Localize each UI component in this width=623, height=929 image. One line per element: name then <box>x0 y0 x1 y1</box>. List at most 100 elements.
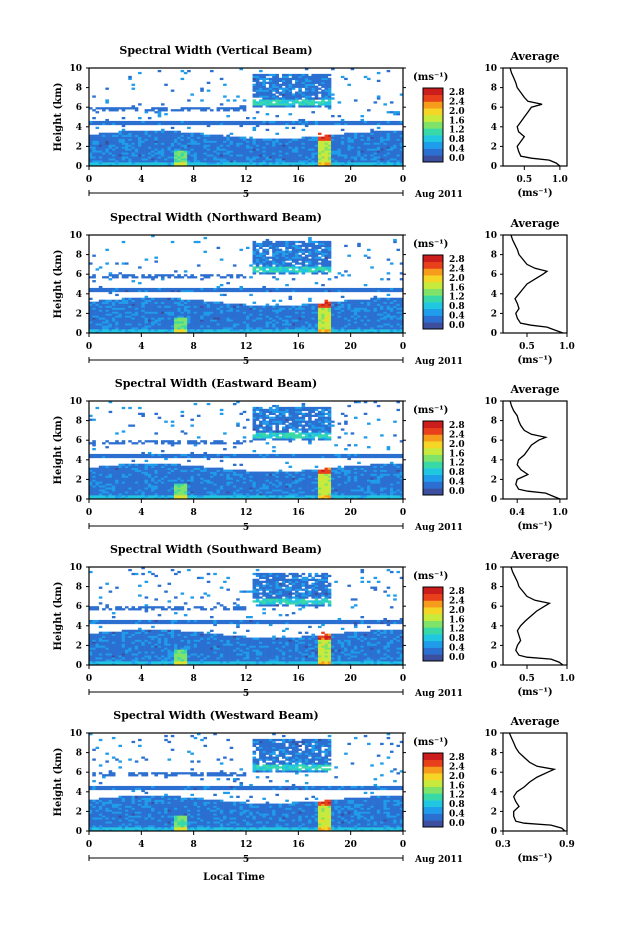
heatmap-cell <box>92 307 96 310</box>
heatmap-cell <box>291 126 296 130</box>
heatmap-cell <box>115 152 119 155</box>
heatmap-cell <box>373 303 378 306</box>
heatmap-cell <box>187 164 191 167</box>
heatmap-cell <box>242 329 247 332</box>
heatmap-cell <box>360 495 365 498</box>
heatmap-cell <box>259 309 263 312</box>
heatmap-cell <box>393 497 397 500</box>
heatmap-cell <box>285 122 289 126</box>
heatmap-cell <box>255 124 260 128</box>
heatmap-cell <box>373 497 378 500</box>
heatmap-cell <box>183 493 188 496</box>
heatmap-cell <box>363 138 368 141</box>
heatmap-cell <box>262 162 266 165</box>
heatmap-cell <box>288 331 293 334</box>
heatmap-cell <box>259 120 263 124</box>
heatmap-cell <box>360 132 365 135</box>
heatmap-cell <box>295 164 299 167</box>
heatmap-cell <box>268 240 273 244</box>
heatmap-cell <box>301 289 306 293</box>
heatmap-cell <box>203 497 208 500</box>
heatmap-cell <box>183 495 188 498</box>
heatmap-cell <box>108 120 113 124</box>
heatmap-cell <box>383 134 387 137</box>
heatmap-cell <box>89 107 93 110</box>
heatmap-cell <box>213 309 217 312</box>
heatmap-cell <box>236 325 240 328</box>
heatmap-cell <box>347 254 351 257</box>
heatmap-cell <box>272 99 276 102</box>
heatmap-cell <box>118 321 123 324</box>
heatmap-cell <box>350 144 355 147</box>
heatmap-cell <box>226 323 230 326</box>
heatmap-cell <box>383 158 387 161</box>
heatmap-cell <box>272 327 276 330</box>
heatmap-cell <box>111 150 116 153</box>
heatmap-cell <box>138 325 142 328</box>
heatmap-cell <box>160 134 165 137</box>
heatmap-cell <box>331 142 335 145</box>
heatmap-cell <box>383 315 387 318</box>
heatmap-cell <box>344 164 348 167</box>
heatmap-cell <box>317 240 322 244</box>
heatmap-cell <box>317 146 322 149</box>
heatmap-cell <box>324 329 329 332</box>
heatmap-cell <box>331 156 335 159</box>
heatmap-cell <box>265 152 270 155</box>
heatmap-cell <box>190 307 194 310</box>
heatmap-cell <box>399 93 404 96</box>
heatmap-cell <box>108 144 113 147</box>
heatmap-cell <box>255 248 260 251</box>
heatmap-cell <box>291 122 296 126</box>
heatmap-cell <box>236 144 240 147</box>
heatmap-cell <box>298 268 302 271</box>
heatmap-cell <box>308 325 312 328</box>
heatmap-cell <box>164 107 168 110</box>
heatmap-cell <box>213 331 217 334</box>
heatmap-cell <box>92 140 96 143</box>
heatmap-cell <box>272 248 276 251</box>
heatmap-cell <box>226 120 230 124</box>
heatmap-cell <box>246 142 250 145</box>
heatmap-cell <box>301 85 306 88</box>
heatmap-cell <box>121 274 126 277</box>
heatmap-cell <box>187 323 191 326</box>
heatmap-cell <box>278 311 283 314</box>
heatmap-cell <box>121 321 126 324</box>
heatmap-cell <box>252 158 257 161</box>
heatmap-cell <box>183 289 188 293</box>
heatmap-cell <box>223 329 227 332</box>
heatmap-cell <box>265 244 270 248</box>
heatmap-cell <box>376 299 381 302</box>
heatmap-cell <box>275 278 280 281</box>
heatmap-cell <box>124 497 129 500</box>
heatmap-cell <box>193 146 198 149</box>
heatmap-cell <box>177 321 181 324</box>
heatmap-cell <box>357 136 361 139</box>
heatmap-cell <box>216 107 221 110</box>
heatmap-cell <box>249 120 253 124</box>
heatmap-cell <box>95 146 100 149</box>
avg-y-tick-label: 0 <box>491 162 497 172</box>
heatmap-cell <box>180 146 185 149</box>
heatmap-cell <box>157 289 162 293</box>
heatmap-cell <box>314 144 319 147</box>
heatmap-cell <box>295 331 299 334</box>
heatmap-cell <box>190 303 194 306</box>
heatmap-cell <box>386 315 391 318</box>
heatmap-cell <box>102 156 106 159</box>
heatmap-cell <box>268 150 273 153</box>
heatmap-cell <box>383 305 387 308</box>
heatmap-cell <box>102 289 106 293</box>
heatmap-cell <box>288 148 293 151</box>
heatmap-cell <box>144 301 149 304</box>
heatmap-cell <box>380 150 384 153</box>
heatmap-cell <box>255 252 260 255</box>
heatmap-cell <box>311 260 315 263</box>
heatmap-cell <box>396 140 401 143</box>
heatmap-cell <box>187 136 191 139</box>
heatmap-cell <box>216 497 221 500</box>
heatmap-cell <box>272 272 276 275</box>
heatmap-cell <box>206 315 211 318</box>
heatmap-cell <box>281 150 286 153</box>
